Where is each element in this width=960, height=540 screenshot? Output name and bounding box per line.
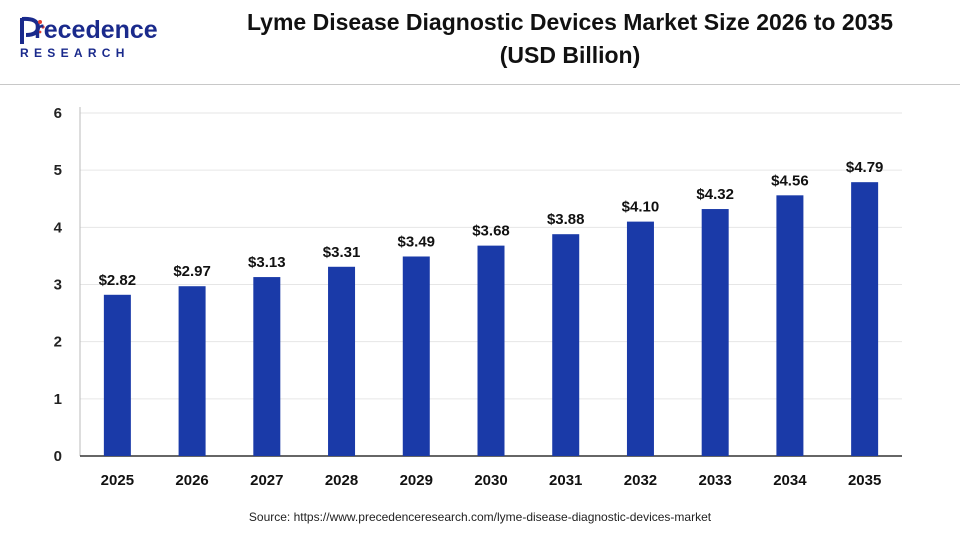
header: recedence RESEARCH Lyme Disease Diagnost… (0, 0, 960, 85)
x-tick-label: 2025 (101, 472, 134, 489)
bar (477, 245, 505, 456)
y-tick-label: 2 (54, 334, 62, 351)
y-tick-label: 3 (54, 277, 62, 294)
x-tick-label: 2032 (624, 472, 657, 489)
logo-wordmark: recedence (34, 16, 158, 44)
precedence-research-logo: recedence RESEARCH (14, 12, 174, 72)
bar (776, 195, 804, 456)
data-label: $3.13 (248, 254, 286, 271)
x-tick-label: 2027 (250, 472, 283, 489)
y-tick-label: 0 (54, 448, 62, 465)
logo-subtitle: RESEARCH (20, 46, 130, 60)
data-label: $2.82 (99, 272, 137, 289)
bar (626, 221, 654, 456)
x-tick-label: 2034 (773, 472, 807, 489)
y-tick-label: 4 (54, 219, 63, 236)
header-divider (0, 84, 960, 85)
data-label: $4.10 (622, 199, 660, 216)
chart-title: Lyme Disease Diagnostic Devices Market S… (190, 6, 950, 72)
bar (253, 277, 281, 456)
data-label: $3.49 (397, 233, 435, 250)
data-label: $4.56 (771, 172, 809, 189)
data-label: $2.97 (173, 263, 211, 280)
x-tick-label: 2028 (325, 472, 358, 489)
bar (103, 294, 131, 456)
source-note: Source: https://www.precedenceresearch.c… (248, 510, 712, 524)
data-label: $4.32 (696, 186, 734, 203)
data-label: $3.68 (472, 223, 510, 240)
bar (552, 234, 580, 456)
x-tick-label: 2029 (400, 472, 433, 489)
bar (851, 182, 879, 456)
x-tick-label: 2033 (698, 472, 731, 489)
x-tick-label: 2026 (175, 472, 208, 489)
data-label: $4.79 (846, 159, 884, 176)
bar (402, 256, 430, 456)
data-label: $3.31 (323, 244, 361, 261)
y-tick-label: 6 (54, 105, 62, 122)
logo-p-icon (20, 16, 45, 44)
bar (178, 286, 206, 456)
chart-title-line-1: Lyme Disease Diagnostic Devices Market S… (246, 9, 894, 35)
y-tick-label: 5 (54, 162, 62, 179)
x-tick-label: 2031 (549, 472, 582, 489)
data-label: $3.88 (547, 211, 585, 228)
x-tick-label: 2035 (848, 472, 881, 489)
y-tick-label: 1 (54, 391, 62, 408)
chart-title-line-2: (USD Billion) (499, 42, 641, 68)
x-tick-label: 2030 (474, 472, 507, 489)
bar (701, 209, 729, 456)
bar-chart: 0 1 2 3 4 5 6 $2.82 2025 $2.97 2026 $3.13 2027 $3.31 2… (54, 105, 902, 489)
bar (328, 266, 356, 456)
